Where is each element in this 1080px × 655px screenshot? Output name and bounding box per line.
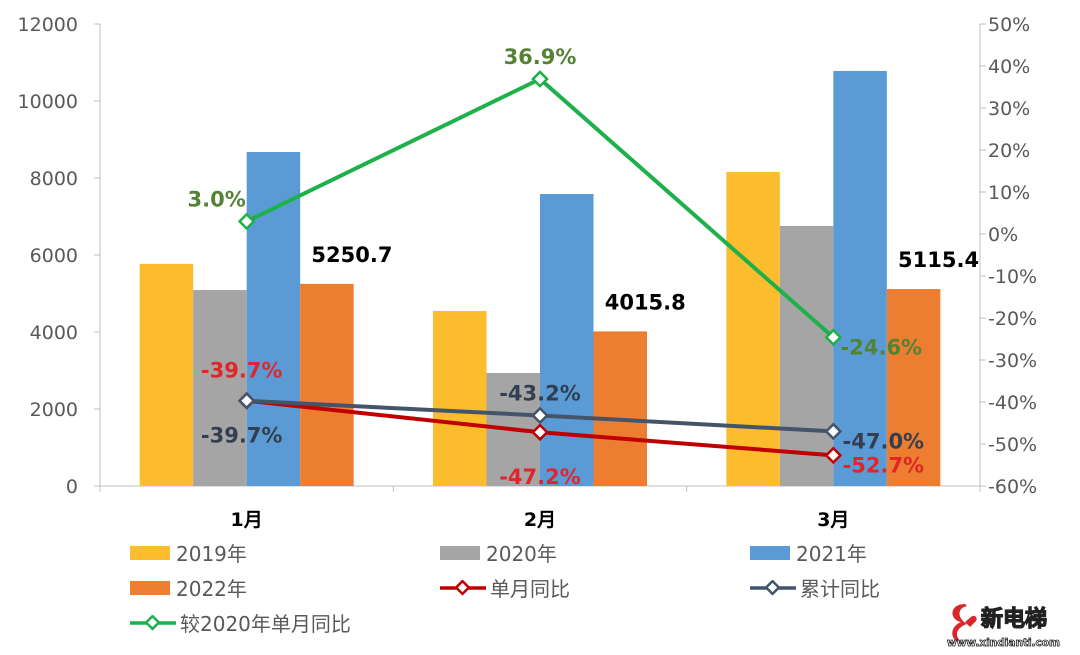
- category-label: 3月: [817, 509, 849, 531]
- legend-item: 较2020年单月同比: [130, 608, 351, 637]
- line-marker: [531, 406, 549, 425]
- bar-2021年: [833, 70, 887, 486]
- legend-label: 2020年: [486, 542, 557, 566]
- legend-swatch: [750, 545, 790, 560]
- line-data-label: -52.7%: [843, 453, 925, 477]
- right-tick-label: 20%: [988, 140, 1030, 162]
- left-tick-label: 8000: [30, 168, 78, 190]
- bar-2022年: [886, 289, 941, 486]
- left-tick-label: 0: [66, 476, 78, 498]
- bar-2020年: [193, 290, 247, 486]
- right-tick-label: 0%: [988, 224, 1018, 246]
- line-marker: [531, 423, 549, 442]
- svg-text:www.xindianti.com: www.xindianti.com: [947, 637, 1060, 649]
- bar-2019年: [433, 311, 487, 486]
- bar-data-label: 5115.4: [898, 248, 979, 272]
- line-marker: [531, 70, 549, 88]
- left-tick-label: 4000: [30, 322, 78, 344]
- line-data-label: -24.6%: [841, 335, 923, 359]
- right-tick-label: -10%: [988, 266, 1037, 288]
- bar-2019年: [139, 263, 194, 486]
- legend-line-icon: [440, 579, 486, 596]
- right-tick-label: 10%: [988, 182, 1030, 204]
- right-tick-label: -30%: [988, 350, 1037, 372]
- legend-line-icon: [750, 579, 796, 596]
- left-tick-label: 2000: [30, 399, 78, 421]
- legend-item: 单月同比: [440, 573, 570, 602]
- category-label: 2月: [524, 509, 556, 531]
- line-marker: [237, 391, 256, 410]
- legend-label: 2022年: [176, 577, 247, 601]
- line-marker: [824, 446, 843, 465]
- svg-text:新电梯: 新电梯: [981, 606, 1047, 632]
- line-marker: [824, 422, 843, 441]
- legend-item: 累计同比: [750, 573, 880, 602]
- legend-swatch: [440, 545, 480, 560]
- watermark-logo: 新电梯 www.xindianti.com: [947, 604, 1060, 649]
- line-data-label: -43.2%: [499, 381, 581, 405]
- bar-data-label: 4015.8: [605, 290, 686, 314]
- category-label: 1月: [231, 509, 263, 531]
- legend-line-icon: [130, 614, 176, 631]
- line-data-label: -39.7%: [201, 424, 283, 448]
- right-tick-label: 50%: [988, 14, 1030, 36]
- legend-swatch: [130, 545, 170, 560]
- line-marker: [824, 328, 843, 347]
- legend-item: 2019年: [130, 538, 247, 567]
- bar-2020年: [779, 225, 834, 486]
- legend-item: 2022年: [130, 573, 247, 602]
- right-tick-label: 30%: [988, 98, 1030, 120]
- legend-swatch: [130, 580, 170, 595]
- bar-2021年: [540, 193, 594, 487]
- bar-data-label: 5250.7: [311, 243, 392, 267]
- left-tick-label: 12000: [18, 14, 78, 36]
- legend-label: 2021年: [796, 542, 867, 566]
- left-tick-label: 6000: [30, 245, 78, 267]
- legend-item: 2020年: [440, 538, 557, 567]
- right-tick-label: 40%: [988, 56, 1030, 78]
- right-tick-label: -50%: [988, 434, 1037, 456]
- line-data-label: -39.7%: [201, 359, 283, 383]
- line-marker: [237, 212, 256, 231]
- bar-2022年: [300, 283, 354, 486]
- left-tick-label: 10000: [18, 91, 78, 113]
- legend-label: 单月同比: [490, 577, 570, 601]
- right-tick-label: -20%: [988, 308, 1037, 330]
- line-data-label: -47.0%: [843, 429, 925, 453]
- legend-item: 2021年: [750, 538, 867, 567]
- line-data-label: 36.9%: [504, 45, 577, 69]
- right-tick-label: -40%: [988, 392, 1037, 414]
- legend-label: 2019年: [176, 542, 247, 566]
- right-tick-label: -60%: [988, 476, 1037, 498]
- line-data-label: 3.0%: [188, 187, 246, 211]
- line-data-label: -47.2%: [499, 465, 581, 489]
- legend-label: 累计同比: [800, 577, 880, 601]
- bar-2019年: [726, 172, 780, 486]
- legend-label: 较2020年单月同比: [180, 612, 351, 636]
- bar-2022年: [593, 331, 647, 486]
